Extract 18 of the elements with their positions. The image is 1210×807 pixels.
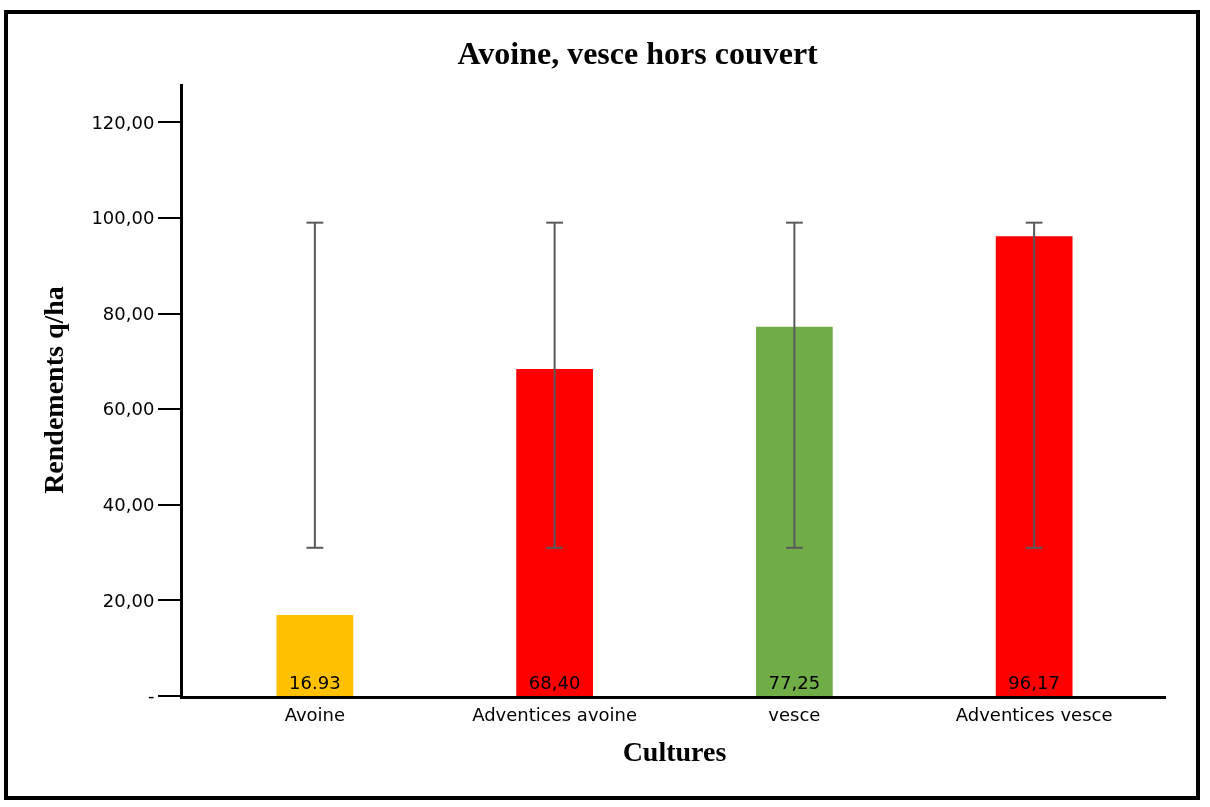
chart-title: Avoine, vesce hors couvert	[457, 34, 819, 71]
y-tick-label: 20,00	[102, 589, 155, 611]
y-tick-label: -	[147, 685, 155, 707]
y-tick-label: 80,00	[102, 302, 155, 324]
y-tick-label: 100,00	[91, 207, 155, 229]
y-axis-title: Rendements q/ha	[38, 286, 70, 494]
x-tick-label: Adventices avoine	[472, 703, 638, 725]
y-tick-label: 120,00	[91, 111, 155, 133]
x-tick-label: Avoine	[284, 703, 346, 725]
data-label: 68,40	[528, 672, 581, 693]
x-axis-title: Cultures	[622, 735, 727, 767]
x-tick-label: Adventices vesce	[955, 703, 1113, 725]
y-tick-label: 40,00	[102, 494, 155, 516]
y-tick-label: 60,00	[102, 398, 155, 420]
data-label: 96,17	[1008, 672, 1060, 693]
data-label: 77,25	[768, 672, 821, 693]
data-label: 16.93	[289, 672, 341, 693]
x-tick-label: vesce	[768, 703, 821, 725]
